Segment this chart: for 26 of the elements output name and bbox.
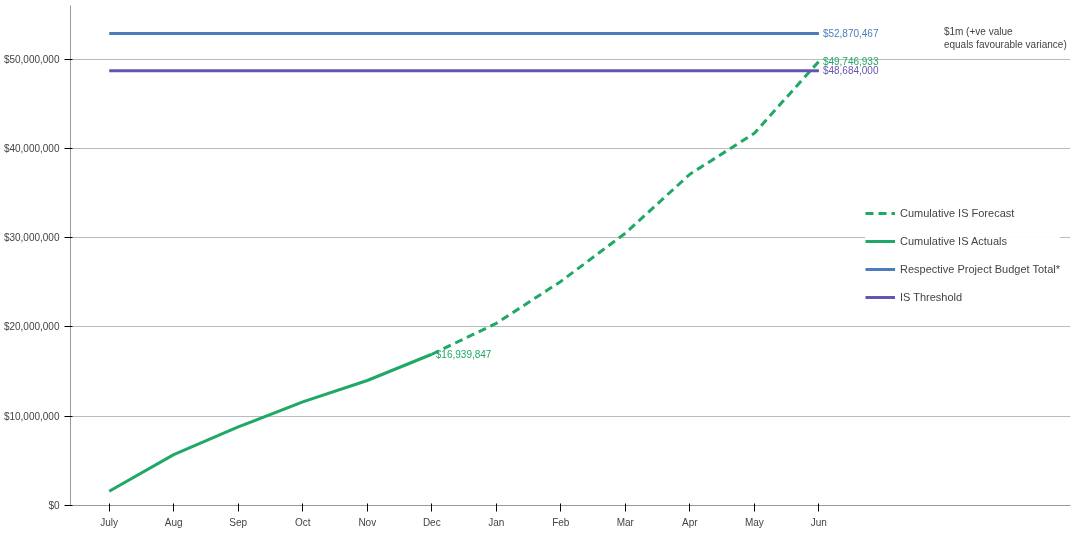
- x-tick-label: Oct: [294, 516, 311, 528]
- y-tick-label: $0: [48, 500, 60, 511]
- legend-label: IS Threshold: [900, 291, 963, 303]
- x-tick-label: Jan: [488, 516, 505, 528]
- x-tick-label: Nov: [358, 516, 377, 528]
- y-tick-label: $50,000,000: [3, 53, 60, 65]
- legend-label: Cumulative IS Actuals: [900, 235, 1007, 247]
- data-label: $16,939,847: [435, 348, 492, 360]
- y-tick-label: $10,000,000: [3, 410, 60, 422]
- legend-label: Respective Project Budget Total*: [900, 263, 1060, 275]
- y-tick-label: $20,000,000: [3, 321, 60, 333]
- data-label: $52,870,467: [822, 27, 879, 39]
- x-tick-label: Feb: [552, 516, 570, 528]
- legend-label: Cumulative IS Forecast: [900, 207, 1015, 219]
- x-tick-label: Dec: [422, 516, 441, 528]
- y-tick-label: $30,000,000: [3, 232, 60, 244]
- x-tick-label: Apr: [682, 516, 699, 528]
- x-tick-label: Sep: [229, 516, 248, 528]
- x-tick-label: July: [100, 516, 119, 528]
- x-tick-label: Jun: [810, 516, 827, 528]
- data-label: $49,746,933: [822, 55, 879, 67]
- x-tick-label: Mar: [616, 516, 635, 528]
- x-tick-label: May: [744, 516, 764, 528]
- x-tick-label: Aug: [164, 516, 183, 528]
- y-tick-label: $40,000,000: [3, 142, 60, 154]
- text: $1m (+ve value equals favourable variance): [943, 26, 1067, 51]
